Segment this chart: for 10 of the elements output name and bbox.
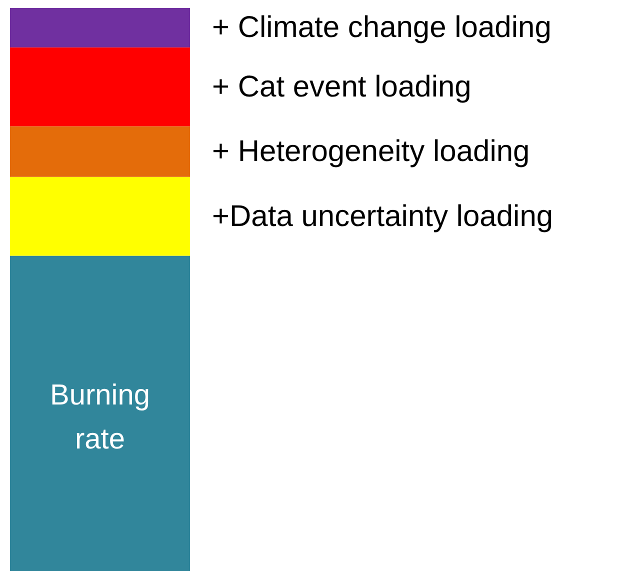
series-label: + Cat event loading [212,70,472,104]
bar [10,126,190,177]
series-label: + Climate change loading [212,11,552,44]
series-label: + Heterogeneity loading [212,135,530,168]
series-label: +Data uncertainty loading [212,200,554,233]
bar [10,47,190,126]
bar [10,8,190,48]
bar [10,256,190,571]
series-label: Burning rate [50,379,150,456]
bar [10,176,190,256]
